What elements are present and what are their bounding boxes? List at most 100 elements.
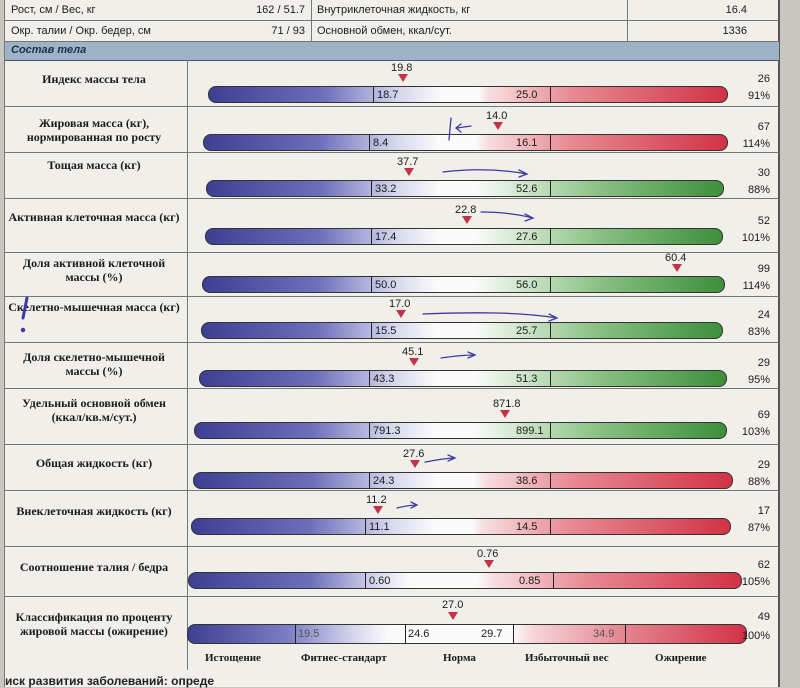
range-low-tick xyxy=(371,180,372,197)
current-marker xyxy=(500,410,510,418)
indicator-row xyxy=(5,342,779,389)
indicator-pct: 114% xyxy=(742,138,770,150)
class-mark: 24.6 xyxy=(408,628,430,640)
current-value: 871.8 xyxy=(493,398,521,410)
indicator-label: Жировая масса (кг), нормированная по рос… xyxy=(26,116,162,144)
range-high-tick xyxy=(550,180,551,197)
section-title: Состав тела xyxy=(11,44,87,56)
indicator-label: Тощая масса (кг) xyxy=(47,158,141,172)
indicator-bar xyxy=(199,370,727,387)
indicator-label: Индекс массы тела xyxy=(42,72,146,86)
basal-metabolism-value: 1336 xyxy=(722,25,747,37)
indicator-row xyxy=(5,252,779,297)
section-title-bar: Состав тела xyxy=(5,42,779,61)
height-weight-label: Рост, см / Вес, кг xyxy=(11,4,96,16)
classification-row: Классификация по проценту жировой массы … xyxy=(5,596,779,672)
indicator-row xyxy=(5,490,779,547)
range-high-value: 52.6 xyxy=(516,183,538,195)
indicator-label: Внеклеточная жидкость (кг) xyxy=(16,504,172,518)
scale-label-exhaustion: Истощение xyxy=(205,652,261,664)
range-high-value: 899.1 xyxy=(516,425,544,437)
indicator-bar xyxy=(206,180,724,197)
current-marker xyxy=(410,460,420,468)
indicator-label: Активная клеточная масса (кг) xyxy=(8,210,180,224)
footer-cut-text: иск развития заболеваний: опреде xyxy=(5,674,215,688)
basal-metabolism-label: Основной обмен, ккал/сут. xyxy=(317,25,452,37)
current-marker xyxy=(396,310,406,318)
range-high-value: 25.0 xyxy=(516,89,538,101)
range-low-tick xyxy=(371,228,372,245)
indicator-bar xyxy=(208,86,728,103)
indicator-row xyxy=(5,388,779,445)
indicator-num: 99 xyxy=(757,263,770,275)
current-value: 11.2 xyxy=(366,494,387,506)
indicator-pct: 103% xyxy=(741,426,770,438)
classification-tick xyxy=(513,624,514,644)
indicator-num: 26 xyxy=(757,73,770,85)
indicator-row xyxy=(5,444,779,491)
range-high-tick xyxy=(550,472,551,489)
indicator-bar xyxy=(205,228,723,245)
classification-tick xyxy=(625,624,626,644)
scale-label-norm: Норма xyxy=(443,652,476,664)
current-marker xyxy=(398,74,408,82)
indicator-bar xyxy=(201,322,723,339)
intracellular-fluid-label: Внутриклеточная жидкость, кг xyxy=(317,4,471,16)
range-low-tick xyxy=(365,518,366,535)
indicator-pct: 114% xyxy=(742,280,770,292)
class-mark: 34.9 xyxy=(593,628,615,640)
waist-hip-value: 71 / 93 xyxy=(271,25,305,37)
range-high-tick xyxy=(553,572,554,589)
scale-label-overweight: Избыточный вес xyxy=(525,652,609,664)
range-high-value: 16.1 xyxy=(516,137,538,149)
range-low-value: 17.4 xyxy=(375,231,397,243)
intracellular-fluid-value: 16.4 xyxy=(725,4,747,16)
height-weight-value: 162 / 51.7 xyxy=(256,4,305,16)
indicator-label: Доля активной клеточной массы (%) xyxy=(22,256,166,284)
range-low-tick xyxy=(371,276,372,293)
range-low-tick xyxy=(369,422,370,439)
current-value: 14.0 xyxy=(486,110,508,122)
class-mark: 19.5 xyxy=(298,628,320,640)
indicator-pct: 95% xyxy=(747,374,770,386)
current-marker xyxy=(493,122,503,130)
indicator-label: Скелетно-мышечная масса (кг) xyxy=(8,300,180,314)
indicator-num: 52 xyxy=(757,215,770,227)
indicator-num: 62 xyxy=(757,559,770,571)
indicator-bar xyxy=(193,472,733,489)
classification-bar xyxy=(187,624,747,644)
range-high-value: 27.6 xyxy=(516,231,538,243)
report-sheet: Рост, см / Вес, кг 162 / 51.7 Внутриклет… xyxy=(4,0,780,688)
header-row-height-weight: Рост, см / Вес, кг 162 / 51.7 Внутриклет… xyxy=(5,0,779,21)
range-high-value: 38.6 xyxy=(516,475,538,487)
range-low-value: 8.4 xyxy=(373,137,389,149)
indicator-label: Доля скелетно-мышечной массы (%) xyxy=(23,350,165,378)
current-value: 19.8 xyxy=(391,62,413,74)
class-current-value: 27.0 xyxy=(442,599,464,611)
indicator-num: 30 xyxy=(757,167,770,179)
current-value: 0.76 xyxy=(477,548,499,560)
classification-label: Классификация по проценту жировой массы … xyxy=(15,610,173,638)
indicator-row xyxy=(5,198,779,253)
range-low-tick xyxy=(371,322,372,339)
indicator-label: Удельный основной обмен (ккал/кв.м/сут.) xyxy=(22,396,166,424)
indicator-row xyxy=(5,152,779,199)
indicator-label: Общая жидкость (кг) xyxy=(35,456,153,470)
classification-tick xyxy=(295,624,296,644)
range-low-value: 24.3 xyxy=(373,475,395,487)
indicator-num: 69 xyxy=(757,409,770,421)
header-divider xyxy=(627,0,628,42)
indicator-pct: 83% xyxy=(747,326,770,338)
range-low-value: 18.7 xyxy=(377,89,399,101)
indicator-bar xyxy=(194,422,727,439)
range-high-tick xyxy=(550,86,551,103)
current-value: 60.4 xyxy=(665,252,687,264)
current-marker xyxy=(409,358,419,366)
indicator-pct: 88% xyxy=(747,184,770,196)
range-high-tick xyxy=(550,322,551,339)
current-marker xyxy=(462,216,472,224)
range-low-tick xyxy=(365,572,366,589)
indicator-row xyxy=(5,296,779,343)
class-mark: 29.7 xyxy=(481,628,503,640)
indicator-label: Соотношение талия / бедра xyxy=(19,560,169,574)
